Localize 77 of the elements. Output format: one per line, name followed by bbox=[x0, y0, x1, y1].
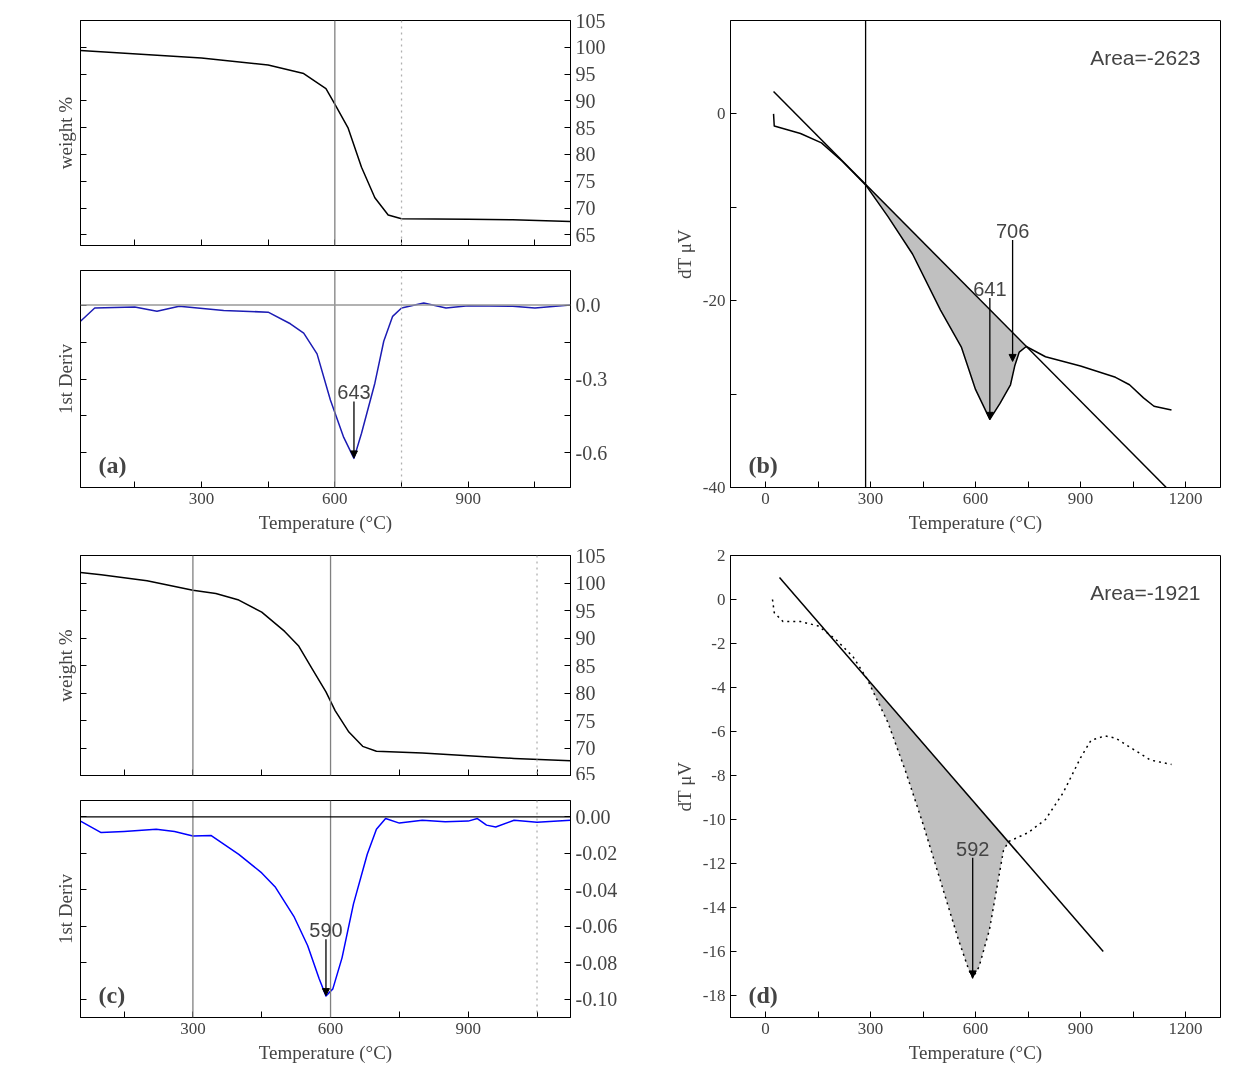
y-tick-label: 0 bbox=[717, 104, 726, 124]
y-tick-label: -10 bbox=[702, 810, 726, 829]
y-tick-label: -0.06 bbox=[575, 915, 618, 938]
x-tick-label: 300 bbox=[857, 1018, 884, 1038]
y-axis-title: 1st Deriv bbox=[54, 343, 76, 415]
y-tick-label: 85 bbox=[575, 654, 596, 677]
x-tick-label: 1200 bbox=[1168, 488, 1203, 508]
x-axis-title: Temperature (°C) bbox=[258, 511, 393, 534]
y-tick-label: 80 bbox=[575, 682, 596, 704]
x-axis-title: Temperature (°C) bbox=[258, 1041, 393, 1064]
y-tick-label: -2 bbox=[711, 634, 726, 653]
text: (c) bbox=[98, 981, 126, 1008]
y-tick-label: -0.04 bbox=[575, 878, 618, 901]
y-tick-label: 75 bbox=[575, 709, 596, 732]
annotation: Area=-2623 bbox=[1090, 45, 1201, 69]
y-tick-label: 105 bbox=[575, 544, 606, 567]
y-tick-label: -14 bbox=[702, 898, 726, 917]
y-tick-label: 80 bbox=[575, 143, 596, 166]
y-tick-label: -16 bbox=[702, 942, 726, 961]
x-axis-title: Temperature (°C) bbox=[908, 1041, 1043, 1064]
y-tick-label: 90 bbox=[575, 89, 596, 112]
y-tick-label: -0.10 bbox=[575, 988, 618, 1011]
y-tick-label: -0.02 bbox=[575, 842, 618, 865]
annotation: 641 bbox=[973, 277, 1007, 300]
y-tick-label: 100 bbox=[575, 572, 606, 594]
x-tick-label: 900 bbox=[455, 1018, 481, 1038]
y-tick-label: 70 bbox=[575, 737, 596, 759]
y-tick-label: -0.08 bbox=[575, 951, 618, 974]
y-tick-label: 85 bbox=[575, 116, 596, 139]
y-tick-label: 0 bbox=[717, 590, 726, 609]
y-tick-label: -0.3 bbox=[575, 368, 608, 390]
y-axis-title: dT μV bbox=[673, 229, 695, 279]
x-axis-title: Temperature (°C) bbox=[908, 511, 1043, 534]
annotation: 706 bbox=[995, 219, 1030, 242]
x-tick-label: 600 bbox=[317, 1018, 344, 1038]
y-axis-title: 1st Deriv bbox=[54, 873, 76, 945]
y-tick-label: -8 bbox=[711, 766, 726, 785]
y-tick-label: 0.0 bbox=[575, 294, 601, 317]
y-tick-label: 105 bbox=[575, 9, 606, 32]
x-tick-label: 900 bbox=[1067, 488, 1094, 508]
y-tick-label: 75 bbox=[575, 170, 596, 193]
y-axis-title: weight % bbox=[54, 629, 76, 702]
x-tick-label: 0 bbox=[761, 1018, 770, 1038]
y-tick-label: 65 bbox=[575, 223, 596, 246]
y-tick-label: -12 bbox=[702, 854, 726, 873]
y-tick-label: 90 bbox=[575, 627, 596, 649]
x-tick-label: 300 bbox=[180, 1018, 206, 1038]
y-tick-label: -40 bbox=[702, 478, 726, 497]
text: (a) bbox=[98, 451, 127, 478]
x-tick-label: 600 bbox=[962, 1018, 989, 1038]
y-tick-label: 65 bbox=[575, 762, 596, 785]
x-tick-label: 600 bbox=[322, 488, 348, 508]
y-tick-label: 95 bbox=[575, 63, 596, 86]
y-tick-label: -18 bbox=[702, 986, 726, 1005]
y-tick-label: 2 bbox=[717, 546, 726, 565]
x-tick-label: 900 bbox=[1067, 1018, 1094, 1038]
text: (d) bbox=[748, 981, 778, 1008]
y-axis-title: dT μV bbox=[673, 761, 695, 812]
x-tick-label: 300 bbox=[857, 488, 884, 508]
y-axis-title: weight % bbox=[54, 96, 76, 170]
y-tick-label: 70 bbox=[575, 197, 596, 219]
y-tick-label: -0.6 bbox=[575, 441, 608, 464]
y-tick-label: -4 bbox=[711, 678, 726, 697]
y-tick-label: -20 bbox=[702, 291, 726, 311]
y-tick-label: -6 bbox=[711, 722, 726, 741]
text: (b) bbox=[748, 451, 778, 478]
y-tick-label: 0.00 bbox=[575, 805, 611, 828]
annotation: 643 bbox=[337, 381, 371, 404]
x-tick-label: 300 bbox=[188, 488, 215, 508]
annotation: Area=-1921 bbox=[1090, 580, 1201, 604]
x-tick-label: 600 bbox=[962, 488, 989, 508]
y-tick-label: 95 bbox=[575, 599, 596, 622]
y-tick-label: 100 bbox=[575, 36, 606, 59]
x-tick-label: 900 bbox=[455, 488, 481, 508]
x-tick-label: 0 bbox=[761, 488, 770, 508]
x-tick-label: 1200 bbox=[1168, 1018, 1203, 1038]
annotation: 592 bbox=[956, 837, 990, 860]
